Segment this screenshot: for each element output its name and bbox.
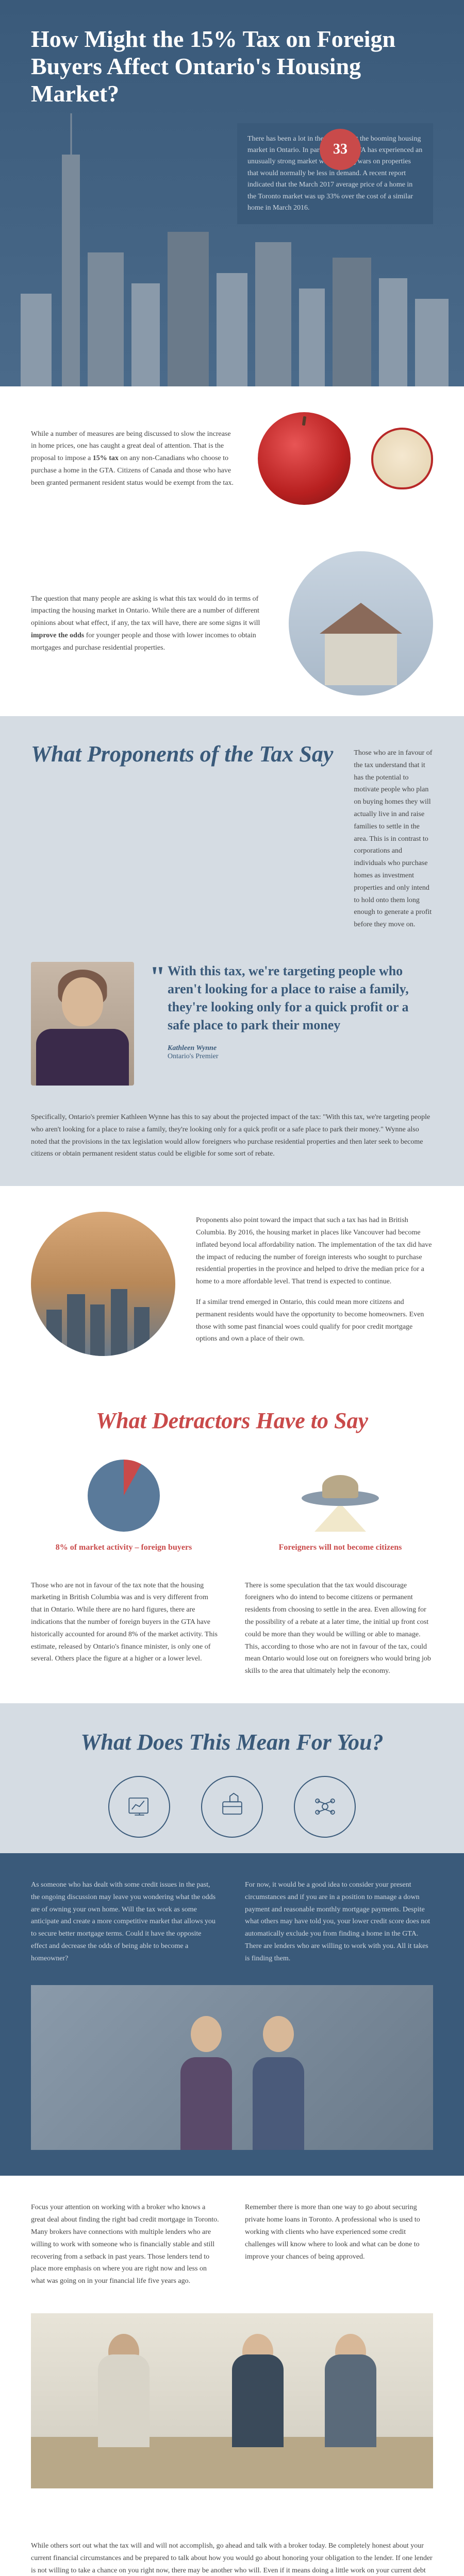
broker-col2: Remember there is more than one way to g… [245,2201,433,2287]
proponents-heading: What Proponents of the Tax Say [31,742,333,918]
vancouver-text: Proponents also point toward the impact … [196,1214,433,1353]
meanyou-header: What Does This Mean For You? [0,1703,464,1853]
ufo-label: Foreigners will not become citizens [279,1542,402,1553]
pie-stat-block: 8% of market activity – foreign buyers [46,1460,201,1553]
stat-badge: 33 [320,129,361,170]
family-house-image [289,551,433,696]
broker-col1: Focus your attention on working with a b… [31,2201,219,2287]
vancouver-section: Proponents also point toward the impact … [0,1186,464,1382]
detractors-col2: There is some speculation that the tax w… [245,1580,433,1677]
final-section: While others sort out what the tax will … [0,2514,464,2576]
pie-label: 8% of market activity – foreign buyers [56,1542,192,1553]
credit-house-icon [201,1776,263,1838]
broker-section: Focus your attention on working with a b… [0,2176,464,2514]
detractors-heading: What Detractors Have to Say [31,1408,433,1434]
page-title: How Might the 15% Tax on Foreign Buyers … [31,26,402,108]
detractors-col1: Those who are not in favour of the tax n… [31,1580,219,1677]
lenders-icon [294,1776,356,1838]
broker-meeting-image [31,2313,433,2488]
couple-image [31,1985,433,2150]
quote-attribution: Kathleen Wynne Ontario's Premier [150,1044,433,1061]
chart-icon [108,1776,170,1838]
meanyou-col1a: As someone who has dealt with some credi… [31,1879,219,1965]
quote-text: With this tax, we're targeting people wh… [150,962,433,1034]
quote-section: With this tax, we're targeting people wh… [0,952,464,1111]
detractors-section: What Detractors Have to Say 8% of market… [0,1382,464,1703]
apple-half-icon [371,428,433,489]
tax-intro-text: While a number of measures are being dis… [31,428,237,489]
ufo-icon [299,1460,382,1532]
pie-chart-icon [88,1460,160,1532]
final-text: While others sort out what the tax will … [31,2540,433,2576]
proponents-intro: Those who are in favour of the tax under… [354,742,433,931]
apple-icon [258,412,351,505]
family-section: The question that many people are asking… [0,531,464,716]
family-text: The question that many people are asking… [31,593,268,654]
ufo-stat-block: Foreigners will not become citizens [263,1460,418,1553]
wynne-paragraph: Specifically, Ontario's premier Kathleen… [0,1111,464,1186]
header-section: How Might the 15% Tax on Foreign Buyers … [0,0,464,386]
meanyou-col1b: For now, it would be a good idea to cons… [245,1879,433,1965]
vancouver-image [31,1212,175,1356]
tax-intro-section: While a number of measures are being dis… [0,386,464,531]
proponents-section: What Proponents of the Tax Say Those who… [0,716,464,952]
meanyou-heading: What Does This Mean For You? [31,1729,433,1755]
skyline-graphic [0,191,464,386]
wynne-portrait [31,962,134,1086]
meanyou-body: As someone who has dealt with some credi… [0,1853,464,2176]
